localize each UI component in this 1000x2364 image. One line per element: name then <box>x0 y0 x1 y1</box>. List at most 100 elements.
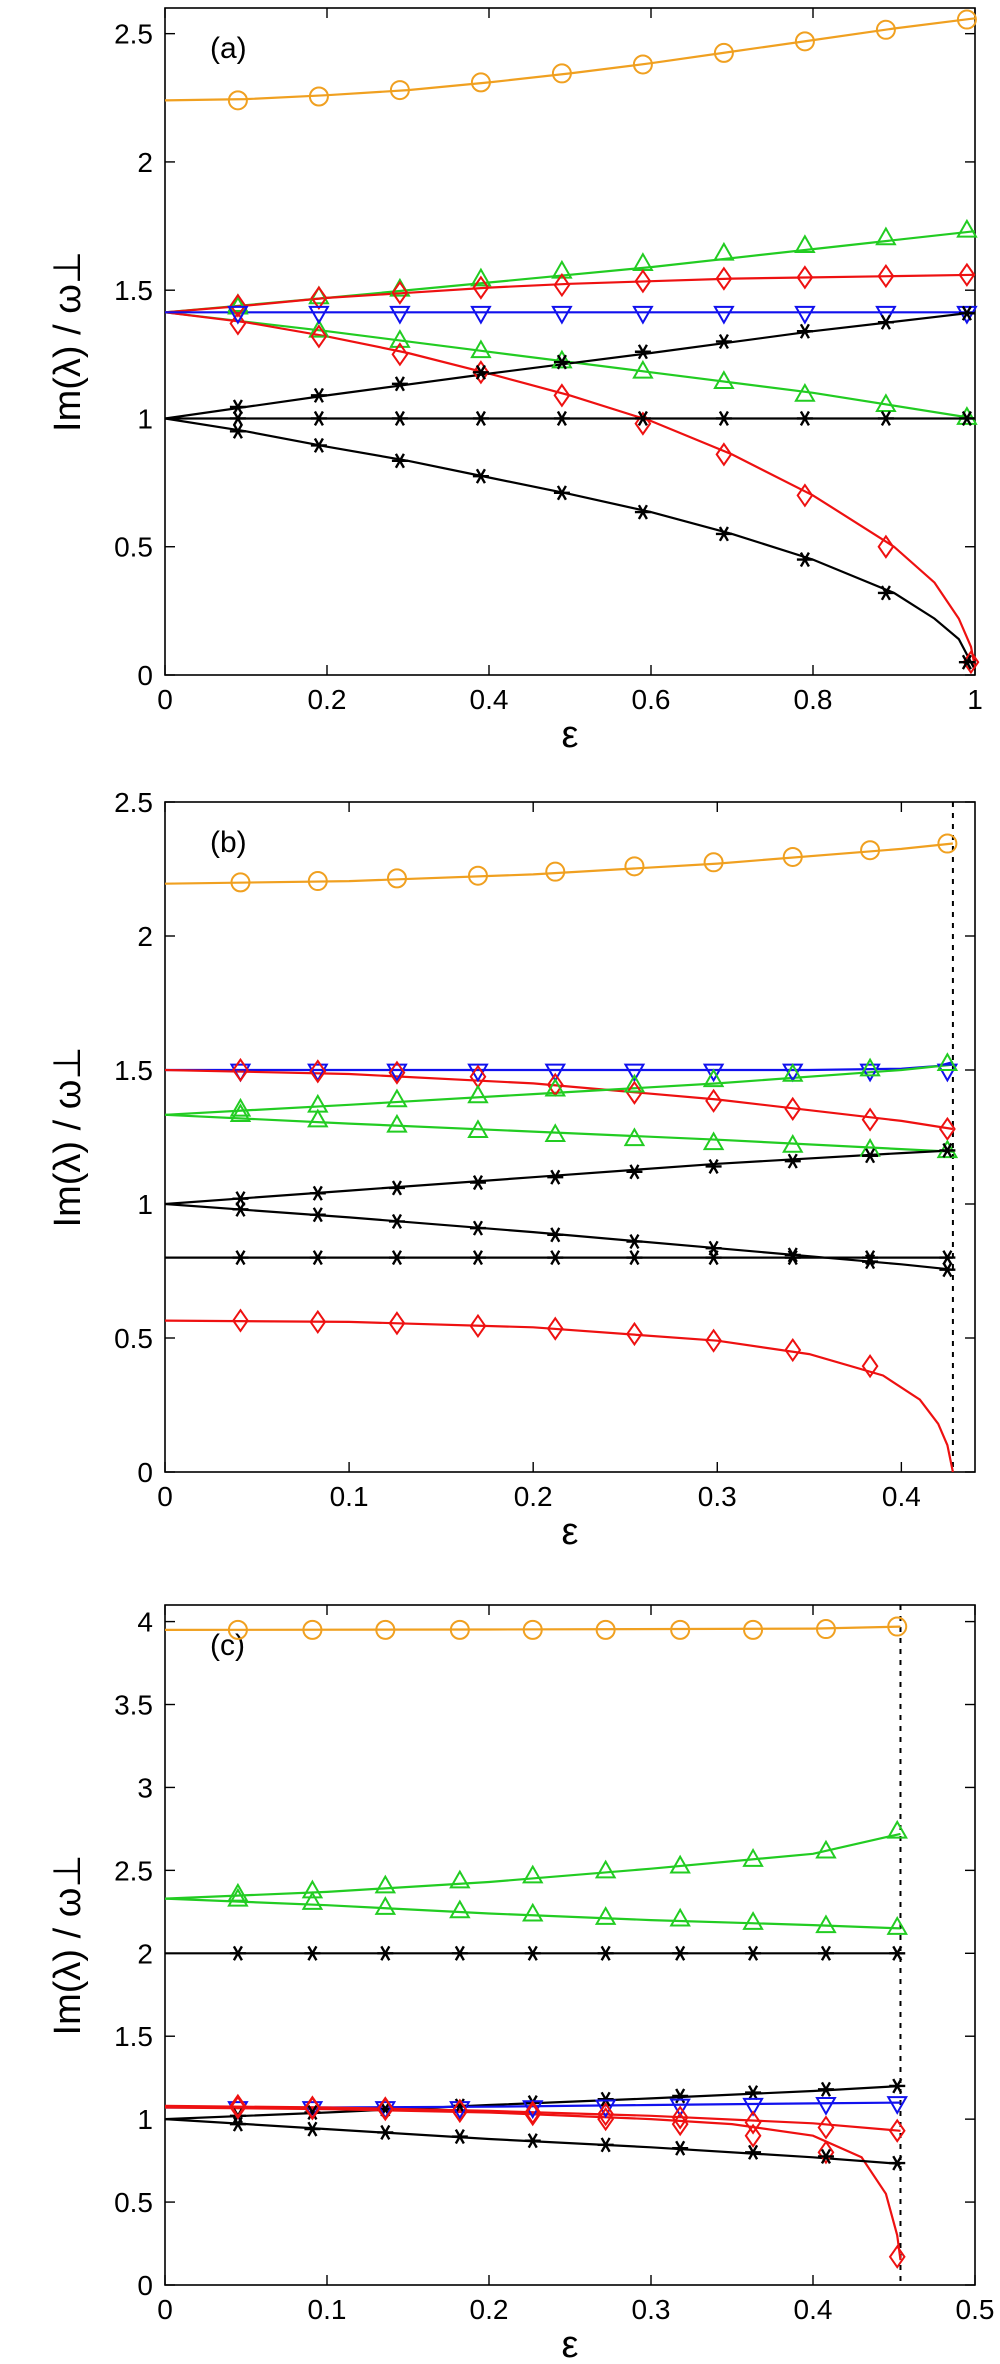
x-tick-label: 0.5 <box>956 2294 995 2325</box>
y-tick-label: 2.5 <box>114 1855 153 1886</box>
data-point-black-flat <box>817 1945 834 1961</box>
data-point-blue <box>623 1063 646 1083</box>
data-point-green-lower <box>742 1911 764 1930</box>
data-point-orange <box>227 90 248 111</box>
series-line-green-upper <box>165 1063 954 1116</box>
data-point-black-lower <box>784 1247 801 1263</box>
data-point-red-upper <box>958 262 976 287</box>
data-point-green-upper <box>522 1864 544 1884</box>
data-point-black-upper <box>634 344 651 360</box>
data-point-red-upper <box>310 285 328 310</box>
y-tick-label: 1.5 <box>114 2021 153 2052</box>
data-point-green-lower <box>713 370 735 389</box>
data-point-green-lower <box>702 1131 725 1151</box>
data-point-orange <box>670 1619 691 1640</box>
x-tick-label: 0 <box>157 1481 173 1512</box>
y-tick-label: 2 <box>137 1938 153 1969</box>
y-tick-label: 0.5 <box>114 2187 153 2218</box>
data-point-orange <box>743 1619 764 1640</box>
y-tick-label: 1 <box>137 403 153 434</box>
data-point-black-lower <box>469 1220 486 1236</box>
data-point-green-lower <box>301 1891 324 1910</box>
chart-panel-2: 0 0.1 0.2 0.3 0.4 0.5 0 0.5 1 1.5 2 2.5 3 3.5 4 ε Im(λ) … <box>47 1604 995 2364</box>
data-point-black-flat <box>547 1250 564 1266</box>
series-line-black-lower <box>165 1202 954 1271</box>
x-tick-label: 0 <box>157 2294 173 2325</box>
data-point-red-a <box>888 2118 906 2143</box>
data-point-black-upper <box>229 399 246 415</box>
data-point-blue <box>227 305 249 325</box>
data-point-red-upper <box>634 269 652 294</box>
data-point-black-flat <box>229 410 246 426</box>
data-point-red-lower <box>784 1337 802 1363</box>
data-point-blue <box>470 305 492 325</box>
data-point-black-flat <box>889 1945 906 1961</box>
y-tick-label: 0 <box>137 2270 153 2301</box>
x-axis-label: ε <box>562 1511 579 1553</box>
data-point-black-lower <box>310 437 327 453</box>
data-point-black-flat <box>524 1945 541 1961</box>
y-axis-label: Im(λ) / ω⊥ <box>47 1047 89 1228</box>
data-point-black-lower <box>309 1207 326 1223</box>
data-point-green-upper <box>794 234 816 253</box>
data-point-blue <box>742 2097 764 2117</box>
data-point-green-lower <box>669 1907 691 1927</box>
data-point-blue <box>956 305 978 325</box>
data-point-black-lower <box>889 2155 906 2171</box>
data-point-black-upper <box>553 354 570 370</box>
data-point-black-flat <box>626 1250 643 1266</box>
data-point-green-upper <box>467 1084 489 1104</box>
data-point-green-upper <box>301 1879 324 1899</box>
y-tick-label: 4 <box>137 1607 153 1638</box>
data-point-red-b <box>671 2112 689 2137</box>
data-point-red-b <box>888 2244 906 2269</box>
data-point-green-lower <box>782 1134 804 1153</box>
data-point-green-lower <box>227 1887 249 1907</box>
series-line-red-lower <box>165 311 975 668</box>
data-point-black-upper <box>877 314 894 330</box>
data-point-black-lower <box>939 1262 956 1278</box>
data-point-orange <box>703 852 724 873</box>
data-point-green-upper <box>859 1057 881 1077</box>
data-point-green-lower <box>594 1906 617 1925</box>
series-group <box>165 842 954 1472</box>
data-point-green-lower <box>467 1119 489 1139</box>
data-point-black-upper <box>232 1191 249 1207</box>
data-point-red-b <box>229 2095 247 2120</box>
x-tick-label: 0.4 <box>882 1481 921 1512</box>
data-point-green-upper <box>886 1819 908 1839</box>
data-point-orange <box>713 42 734 63</box>
x-tick-label: 0.6 <box>632 684 671 715</box>
data-point-orange <box>551 63 572 84</box>
data-point-black-lower <box>715 526 732 542</box>
marker-group <box>227 1616 908 2269</box>
y-tick-label: 0 <box>137 1457 153 1488</box>
data-point-black-lower <box>626 1233 643 1250</box>
data-point-red-lower <box>553 383 571 408</box>
y-axis-label: Im(λ) / ω⊥ <box>47 251 89 432</box>
data-point-black-flat <box>232 1250 249 1266</box>
data-point-red-b <box>817 2140 835 2165</box>
data-point-red-b <box>304 2096 321 2121</box>
data-point-red-upper <box>229 293 247 318</box>
data-point-black-lower <box>229 423 246 439</box>
data-point-green-lower <box>875 393 897 413</box>
data-point-green-upper <box>623 1073 646 1093</box>
data-point-orange <box>860 840 881 861</box>
data-point-black-lower <box>877 585 894 601</box>
data-point-blue <box>632 305 654 325</box>
panel-label: (a) <box>210 32 247 65</box>
data-point-black-lower <box>304 2121 321 2137</box>
data-point-blue <box>669 2098 691 2118</box>
data-point-blue <box>859 1063 881 1083</box>
data-point-black-lower <box>524 2133 541 2149</box>
data-point-black-upper <box>472 364 489 380</box>
x-tick-label: 0 <box>157 684 173 715</box>
data-point-green-lower <box>470 339 492 359</box>
data-point-red-b <box>451 2098 469 2123</box>
data-point-green-lower <box>229 1103 252 1122</box>
data-point-blue <box>713 305 735 325</box>
data-point-black-flat <box>939 1250 956 1266</box>
data-point-black-flat <box>877 410 894 426</box>
data-point-black-upper <box>862 1148 879 1164</box>
